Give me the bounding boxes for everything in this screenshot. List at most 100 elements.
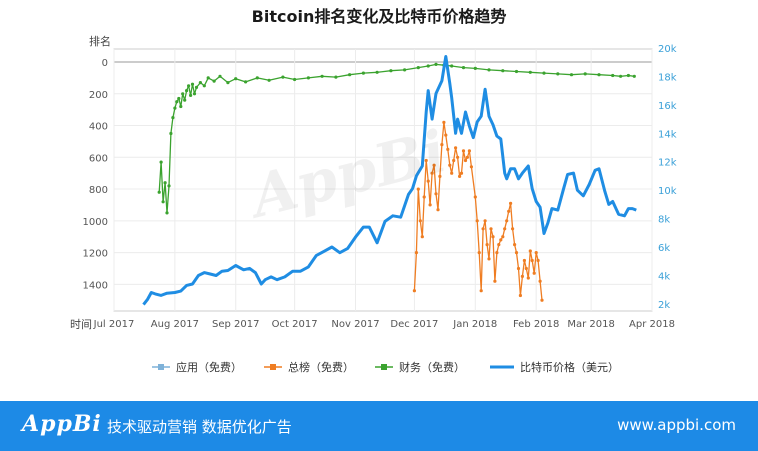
x-tick-label: Jul 2017 bbox=[93, 319, 135, 330]
legend-marker bbox=[381, 364, 387, 370]
data-point bbox=[432, 163, 436, 167]
x-tick-label: Aug 2017 bbox=[151, 319, 199, 330]
series-price bbox=[142, 55, 637, 306]
right-tick-label: 12k bbox=[658, 158, 677, 169]
legend-item: 应用（免费） bbox=[152, 360, 242, 374]
data-point bbox=[481, 227, 485, 231]
data-point bbox=[442, 120, 446, 124]
data-point bbox=[489, 227, 493, 231]
data-point bbox=[206, 76, 210, 80]
right-tick-label: 20k bbox=[658, 44, 677, 55]
data-point bbox=[334, 75, 338, 79]
data-point bbox=[475, 219, 479, 223]
data-point bbox=[430, 171, 434, 175]
data-point bbox=[412, 289, 416, 293]
data-point bbox=[438, 174, 442, 178]
data-point bbox=[440, 143, 444, 147]
data-point bbox=[467, 149, 471, 153]
x-tick-label: Jan 2018 bbox=[452, 319, 497, 330]
data-point bbox=[538, 279, 542, 283]
series-line bbox=[142, 55, 637, 306]
data-point bbox=[516, 266, 521, 271]
left-tick-label: 1200 bbox=[83, 249, 108, 260]
data-point bbox=[281, 75, 285, 79]
data-point bbox=[597, 73, 601, 77]
data-point bbox=[534, 251, 538, 255]
left-tick-label: 600 bbox=[89, 153, 108, 164]
data-point bbox=[513, 243, 517, 247]
data-point bbox=[218, 74, 222, 78]
data-point bbox=[514, 251, 519, 255]
legend-marker bbox=[158, 364, 164, 370]
series-finance-rank bbox=[157, 62, 636, 215]
data-point bbox=[185, 89, 189, 93]
data-point bbox=[518, 293, 523, 298]
right-tick-label: 6k bbox=[658, 243, 670, 254]
data-point bbox=[416, 66, 420, 70]
left-tick-label: 200 bbox=[89, 90, 108, 101]
data-point bbox=[418, 219, 422, 223]
legend-label: 总榜（免费） bbox=[288, 360, 354, 374]
data-point bbox=[509, 201, 513, 205]
data-point bbox=[212, 79, 216, 83]
footer-url[interactable]: www.appbi.com bbox=[617, 416, 736, 434]
data-point bbox=[306, 76, 310, 80]
data-point bbox=[293, 77, 297, 82]
data-point bbox=[167, 184, 171, 188]
x-axis-title: 时间 bbox=[70, 318, 92, 331]
right-tick-label: 4k bbox=[658, 271, 670, 282]
data-point bbox=[454, 146, 458, 150]
x-tick-label: Mar 2018 bbox=[567, 319, 615, 330]
data-point bbox=[198, 81, 202, 85]
data-point bbox=[477, 251, 481, 255]
data-point bbox=[528, 70, 532, 74]
left-tick-label: 400 bbox=[89, 122, 108, 133]
data-point bbox=[361, 71, 365, 75]
data-point bbox=[507, 209, 511, 213]
chart-plot: 0 200 400 600 800 1000 1200 1400 2k 4k 6k 8k 10k 12k 1… bbox=[70, 34, 677, 374]
data-point bbox=[189, 93, 193, 97]
x-tick-label: Nov 2017 bbox=[331, 319, 379, 330]
data-point bbox=[448, 163, 452, 167]
legend-label: 比特币价格（美元） bbox=[520, 360, 619, 374]
series-overall-rank bbox=[412, 120, 544, 302]
x-tick-label: Sep 2017 bbox=[212, 319, 259, 330]
plot-frame bbox=[113, 48, 653, 312]
data-point bbox=[202, 84, 206, 88]
data-point bbox=[536, 258, 540, 263]
data-point bbox=[491, 235, 495, 239]
data-point bbox=[179, 104, 183, 109]
data-point bbox=[540, 298, 544, 302]
legend-label: 财务（免费） bbox=[399, 360, 465, 374]
right-tick-label: 16k bbox=[658, 101, 677, 112]
legend-item: 比特币价格（美元） bbox=[490, 360, 619, 374]
data-point bbox=[416, 187, 420, 191]
data-point bbox=[192, 92, 197, 96]
data-point bbox=[434, 192, 438, 196]
right-tick-label: 2k bbox=[658, 300, 670, 311]
data-point bbox=[255, 76, 259, 80]
chart-title: Bitcoin排名变化及比特币价格趋势 bbox=[251, 7, 507, 26]
data-point bbox=[426, 179, 430, 183]
data-point bbox=[456, 155, 460, 159]
data-point bbox=[450, 64, 454, 68]
data-point bbox=[583, 72, 587, 76]
data-point bbox=[495, 251, 499, 255]
data-point bbox=[161, 200, 165, 204]
data-point bbox=[485, 243, 489, 247]
data-point bbox=[267, 78, 271, 82]
right-tick-label: 8k bbox=[658, 215, 670, 226]
data-point bbox=[181, 92, 185, 96]
data-point bbox=[619, 74, 623, 78]
data-point bbox=[183, 98, 187, 102]
data-point bbox=[157, 190, 161, 194]
data-point bbox=[187, 84, 191, 88]
data-point bbox=[458, 174, 462, 178]
data-point bbox=[520, 274, 525, 278]
data-point bbox=[444, 133, 448, 137]
x-tick-label: Feb 2018 bbox=[513, 319, 559, 330]
data-point bbox=[420, 235, 424, 239]
legend-item: 总榜（免费） bbox=[264, 360, 354, 374]
data-point bbox=[194, 85, 199, 89]
data-point bbox=[514, 69, 519, 74]
